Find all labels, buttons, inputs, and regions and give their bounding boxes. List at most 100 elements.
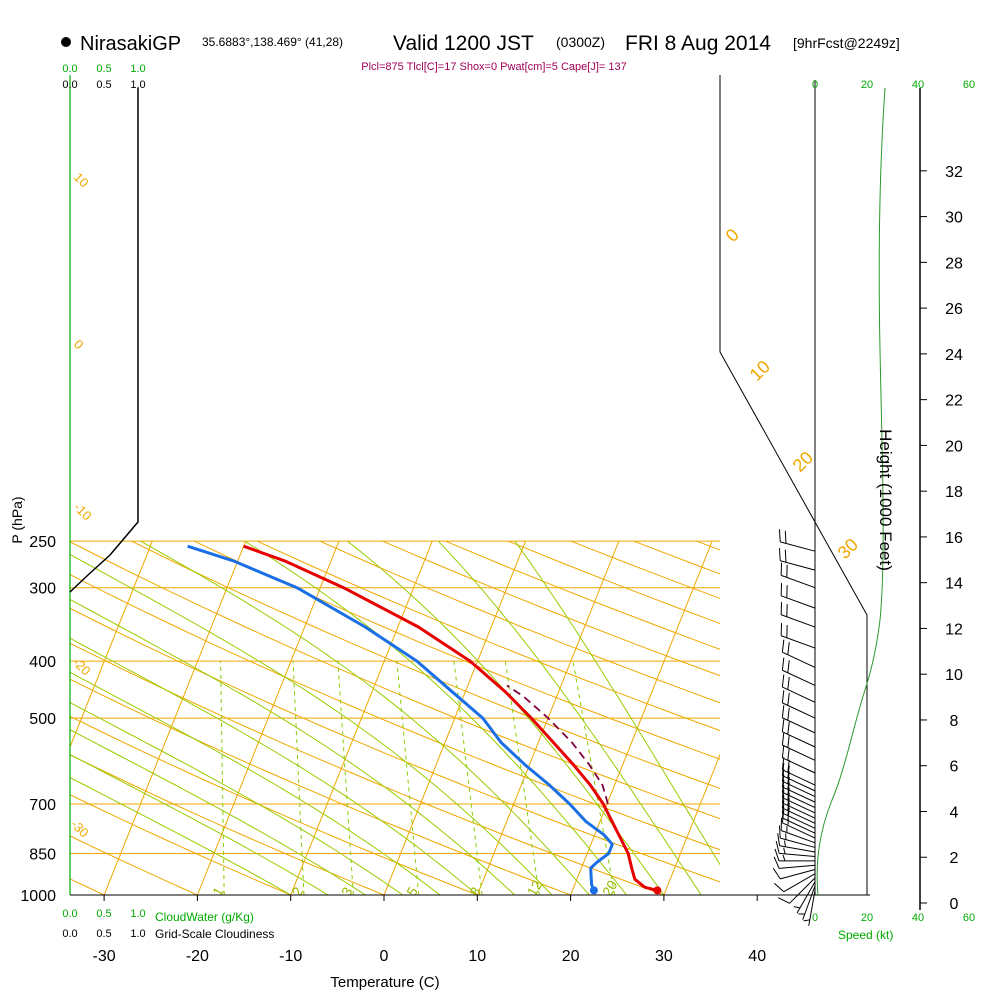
height-tick-label: 8 (950, 713, 959, 730)
temperature-tick-label: 40 (748, 948, 766, 965)
thermo-grid: 1 2 3 5 8 12 20 (70, 540, 1000, 899)
mixing-ratio-label: 1 (209, 884, 227, 899)
stability-indices: Plcl=875 Tlcl[C]=17 Shox=0 Pwat[cm]=5 Ca… (361, 61, 626, 73)
wind-barb (775, 840, 816, 858)
cloudiness-scale-label: 1.0 (130, 928, 145, 940)
dry-adiabat-line (256, 540, 720, 732)
height-tick-label: 18 (945, 484, 963, 501)
pressure-tick-label: 300 (29, 581, 56, 598)
wind-barb (781, 732, 816, 761)
temperature-tick-label: -20 (186, 948, 209, 965)
wind-barb (781, 657, 816, 686)
wind-barb (781, 805, 816, 834)
dry-adiabat-line (70, 642, 665, 895)
moist-adiabat-line (70, 701, 403, 895)
cloud-water-scale-label: 0.0 (62, 908, 77, 920)
dry-adiabat-label: 0 (71, 337, 87, 353)
height-tick-label: 26 (945, 301, 963, 318)
speed-scale-label: 20 (861, 79, 873, 91)
wind-barb (781, 757, 816, 786)
height-curve (816, 87, 886, 896)
height-tick-label: 24 (945, 347, 963, 364)
dewpoint-line-surface-dot (589, 886, 598, 895)
height-tick-label: 32 (945, 164, 963, 181)
dry-adiabat-line (131, 540, 720, 790)
dry-adiabat-line (70, 541, 720, 820)
isotherm-line (196, 540, 340, 895)
height-tick-label: 6 (950, 759, 959, 776)
dry-adiabat-line (822, 541, 1000, 895)
temperature-tick-label: 10 (468, 948, 486, 965)
chart-header: NirasakiGP 35.6883°,138.469° (41,28) Val… (61, 32, 900, 73)
wind-barb (798, 885, 816, 920)
valid-date: FRI 8 Aug 2014 (625, 32, 771, 55)
station-name: NirasakiGP (80, 33, 181, 55)
y-axis-title: P (hPa) (9, 496, 25, 543)
wind-barb (781, 800, 816, 829)
wind-barb (781, 690, 816, 719)
wind-barb (781, 639, 816, 668)
isotherm-line (70, 540, 153, 749)
pressure-tick-label: 500 (29, 711, 56, 728)
temperature-tick-label: -10 (279, 948, 302, 965)
station-coords: 35.6883°,138.469° (41,28) (202, 35, 343, 49)
height-tick-label: 12 (945, 621, 963, 638)
dry-adiabat-line (70, 607, 720, 883)
wind-barb (780, 623, 816, 649)
cloud-water-scale-label: 1.0 (130, 908, 145, 920)
moist-adiabat-line (70, 729, 366, 895)
speed-scale-label: 0 (812, 79, 818, 91)
mixing-ratio-label: 5 (403, 884, 421, 899)
height-tick-label: 30 (945, 210, 963, 227)
wind-barb (781, 705, 816, 734)
speed-scale-label: 60 (963, 912, 975, 924)
valid-time: Valid 1200 JST (393, 32, 534, 55)
temperature-tick-label: 30 (655, 948, 673, 965)
wind-barb (780, 817, 816, 844)
isotherm-label: 0 (722, 225, 743, 246)
dry-adiabat-line (885, 541, 1000, 895)
wind-barb (778, 529, 816, 552)
cloudiness-scale-label: 0.0 (62, 79, 77, 91)
mixing-ratio-line (220, 661, 225, 895)
temperature-tick-label: 0 (380, 948, 389, 965)
moist-adiabat-line (70, 671, 441, 895)
mixing-ratio-line (337, 661, 354, 895)
height-tick-label: 2 (950, 850, 959, 867)
cloudiness-scale-label: 0.0 (62, 928, 77, 940)
valid-utc: (0300Z) (556, 34, 605, 50)
wind-barb (780, 602, 816, 628)
dry-adiabat-line (319, 540, 720, 704)
dry-adiabat-line (70, 715, 478, 895)
wind-barb (780, 583, 816, 609)
mixing-ratio-label: 20 (599, 877, 621, 899)
wind-barb (781, 795, 816, 824)
x-axis-title: Temperature (C) (330, 974, 439, 991)
temperature-tick-label: 20 (562, 948, 580, 965)
mixing-ratio-line (292, 661, 305, 895)
moist-adiabat-line (437, 540, 702, 895)
height-axis-title: Height (1000 Feet) (876, 429, 895, 571)
cloudiness-scale-label: 0.5 (96, 79, 111, 91)
speed-scale-label: 40 (912, 912, 924, 924)
height-tick-label: 28 (945, 255, 963, 272)
height-tick-label: 0 (950, 896, 959, 913)
dry-adiabat-label: -10 (71, 500, 95, 524)
wind-barb (778, 825, 816, 848)
sounding-series (187, 544, 662, 895)
pressure-tick-label: 400 (29, 654, 56, 671)
dry-adiabat-label: 10 (71, 170, 92, 191)
moist-adiabat-line (514, 540, 720, 866)
wind-barb (773, 856, 816, 869)
wind-barbs (772, 529, 816, 926)
parcel-line (506, 684, 609, 805)
forecast-label: [9hrFcst@2249z] (793, 35, 900, 51)
moist-adiabat-line (70, 776, 291, 895)
station-bullet-icon (61, 37, 71, 47)
wind-barb (781, 719, 816, 748)
wind-barb (774, 873, 816, 893)
dry-adiabat-line (70, 835, 198, 895)
cloudiness-scale-label: 0.5 (96, 928, 111, 940)
